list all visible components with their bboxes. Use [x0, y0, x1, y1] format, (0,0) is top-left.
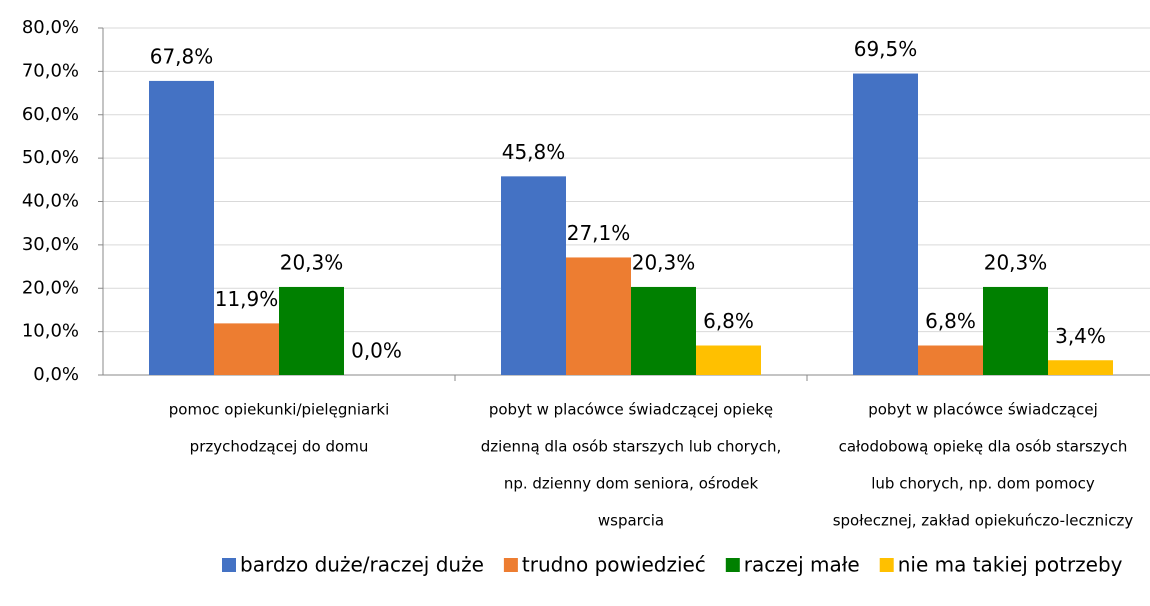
bar [214, 323, 279, 375]
legend-label: nie ma takiej potrzeby [898, 553, 1123, 577]
bar [918, 345, 983, 375]
bar [1048, 360, 1113, 375]
bar [983, 286, 1048, 375]
value-label: 6,8% [703, 309, 754, 333]
value-label: 11,9% [215, 287, 279, 311]
y-tick-label: 30,0% [22, 234, 79, 255]
bar [279, 286, 344, 375]
value-label: 3,4% [1055, 324, 1106, 348]
legend-label: bardzo duże/raczej duże [240, 553, 484, 577]
legend-swatch [222, 558, 236, 572]
value-label: 67,8% [150, 44, 214, 68]
value-label: 45,8% [502, 140, 566, 164]
y-tick-label: 10,0% [22, 321, 79, 342]
x-tick-label: dzienną dla osób starszych lub chorych, [481, 438, 781, 456]
y-tick-label: 70,0% [22, 60, 79, 81]
value-label: 27,1% [567, 221, 631, 245]
x-tick-label: np. dzienny dom seniora, ośrodek [504, 475, 759, 493]
legend-swatch [503, 558, 518, 572]
y-tick-label: 40,0% [22, 191, 79, 212]
x-tick-label: lub chorych, np. dom pomocy [871, 475, 1095, 493]
x-tick-label: pobyt w placówce świadczącej opiekę [489, 401, 773, 419]
bar [631, 286, 696, 375]
x-tick-label: pobyt w placówce świadczącej [868, 401, 1098, 419]
legend-label: trudno powiedzieć [522, 553, 706, 577]
bar [696, 345, 761, 375]
y-tick-label: 80,0% [22, 17, 79, 38]
value-label: 20,3% [632, 250, 696, 274]
bar [501, 176, 566, 375]
y-tick-label: 20,0% [22, 277, 79, 298]
x-tick-label: przychodzącej do domu [190, 438, 369, 456]
x-tick-label: wsparcia [598, 512, 664, 530]
y-tick-label: 60,0% [22, 104, 79, 125]
y-tick-label: 0,0% [33, 364, 79, 385]
value-label: 20,3% [984, 250, 1048, 274]
legend-swatch [725, 558, 740, 572]
value-label: 0,0% [351, 339, 402, 363]
x-tick-label: pomoc opiekunki/pielęgniarki [169, 401, 389, 419]
x-tick-label: całodobową opiekę dla osób starszych [839, 438, 1128, 456]
legend-swatch [879, 558, 894, 572]
value-label: 69,5% [854, 37, 918, 61]
legend-label: raczej małe [744, 553, 860, 577]
x-tick-label: społecznej, zakład opiekuńczo-leczniczy [833, 512, 1134, 530]
value-label: 20,3% [280, 250, 344, 274]
bar [853, 73, 918, 375]
bar [149, 80, 214, 375]
y-tick-label: 50,0% [22, 147, 79, 168]
value-label: 6,8% [925, 309, 976, 333]
bar [566, 257, 631, 375]
